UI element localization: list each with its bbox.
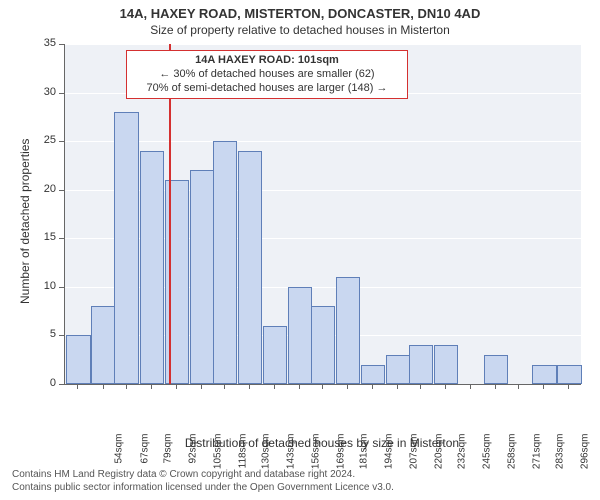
x-tick <box>176 384 177 389</box>
y-tick-label: 25 <box>30 134 56 146</box>
histogram-bar <box>336 277 360 384</box>
histogram-bar <box>484 355 508 384</box>
histogram-bar <box>140 151 164 384</box>
x-tick <box>420 384 421 389</box>
y-tick-label: 15 <box>30 231 56 243</box>
page-subtitle: Size of property relative to detached ho… <box>0 21 600 39</box>
histogram-bar <box>190 170 214 384</box>
x-tick-label: 143sqm <box>285 434 296 478</box>
x-tick <box>322 384 323 389</box>
histogram-bar <box>532 365 556 384</box>
x-tick <box>126 384 127 389</box>
y-tick-label: 30 <box>30 86 56 98</box>
gridline <box>65 44 581 45</box>
x-tick-label: 283sqm <box>555 434 566 478</box>
histogram-bar <box>386 355 410 384</box>
x-tick-label: 194sqm <box>384 434 395 478</box>
x-tick <box>543 384 544 389</box>
y-tick <box>59 93 64 94</box>
page-title-address: 14A, HAXEY ROAD, MISTERTON, DONCASTER, D… <box>0 0 600 21</box>
x-tick <box>103 384 104 389</box>
x-tick-label: 105sqm <box>212 434 223 478</box>
x-tick-label: 271sqm <box>532 434 543 478</box>
histogram-bar <box>361 365 385 384</box>
histogram-bar <box>263 326 287 384</box>
histogram-bar <box>114 112 138 384</box>
y-tick-label: 0 <box>30 377 56 389</box>
y-tick <box>59 238 64 239</box>
x-tick-label: 258sqm <box>507 434 518 478</box>
x-tick-label: 156sqm <box>310 434 321 478</box>
histogram-bar <box>238 151 262 384</box>
y-tick-label: 35 <box>30 37 56 49</box>
histogram-bar <box>434 345 458 384</box>
y-tick-label: 10 <box>30 280 56 292</box>
x-tick-label: 220sqm <box>434 434 445 478</box>
x-tick-label: 54sqm <box>114 434 125 478</box>
y-tick <box>59 141 64 142</box>
histogram-bar <box>409 345 433 384</box>
y-tick <box>59 44 64 45</box>
callout-larger: 70% of semi-detached houses are larger (… <box>133 82 401 96</box>
x-tick-label: 296sqm <box>580 434 591 478</box>
x-tick-label: 79sqm <box>162 434 173 478</box>
histogram-bar <box>311 306 335 384</box>
x-tick-label: 181sqm <box>359 434 370 478</box>
x-tick <box>274 384 275 389</box>
x-tick-label: 245sqm <box>482 434 493 478</box>
property-callout: 14A HAXEY ROAD: 101sqm← 30% of detached … <box>126 50 408 99</box>
callout-title: 14A HAXEY ROAD: 101sqm <box>133 54 401 68</box>
histogram-bar <box>66 335 90 384</box>
x-tick-label: 67sqm <box>139 434 150 478</box>
x-tick <box>397 384 398 389</box>
y-tick <box>59 384 64 385</box>
x-tick-label: 130sqm <box>260 434 271 478</box>
callout-smaller: ← 30% of detached houses are smaller (62… <box>133 68 401 82</box>
x-tick <box>77 384 78 389</box>
x-tick <box>151 384 152 389</box>
y-tick <box>59 287 64 288</box>
x-tick-label: 118sqm <box>237 434 248 478</box>
y-tick-label: 5 <box>30 328 56 340</box>
x-tick <box>445 384 446 389</box>
histogram-bar <box>557 365 581 384</box>
histogram-bar <box>91 306 115 384</box>
x-tick <box>470 384 471 389</box>
y-tick <box>59 190 64 191</box>
x-tick-label: 92sqm <box>187 434 198 478</box>
x-tick <box>201 384 202 389</box>
x-tick-label: 169sqm <box>335 434 346 478</box>
x-tick <box>249 384 250 389</box>
y-tick <box>59 335 64 336</box>
x-tick <box>495 384 496 389</box>
x-tick <box>347 384 348 389</box>
histogram-bar <box>213 141 237 384</box>
x-tick <box>372 384 373 389</box>
gridline <box>65 141 581 142</box>
y-tick-label: 20 <box>30 183 56 195</box>
footer-line2: Contains public sector information licen… <box>12 482 394 495</box>
x-tick <box>224 384 225 389</box>
x-tick <box>299 384 300 389</box>
x-tick <box>518 384 519 389</box>
x-tick-label: 207sqm <box>409 434 420 478</box>
histogram-bar <box>288 287 312 384</box>
x-tick-label: 232sqm <box>457 434 468 478</box>
x-tick <box>568 384 569 389</box>
